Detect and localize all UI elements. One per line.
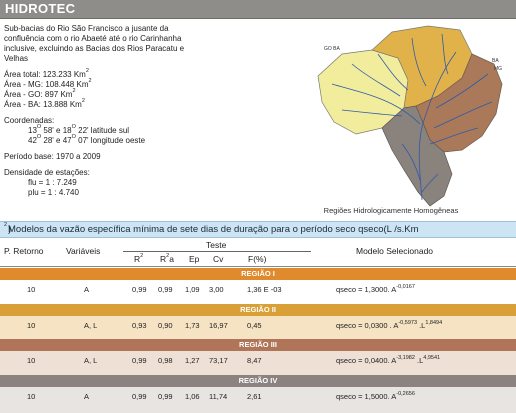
- table-row: 10 A 0,99 0,99 1,09 3,00 1,36 E -03 qseco = 1,3…: [0, 280, 516, 304]
- table-row: 10 A 0,99 0,99 1,06 11,74 2,61 qseco = 1,5000. …: [0, 387, 516, 413]
- region-name: REGIÃO IV: [238, 376, 278, 385]
- region-4-area: [381, 105, 453, 207]
- header-bar: HIDROTEC: [0, 0, 516, 19]
- region-bar: REGIÃO I: [0, 268, 516, 280]
- cell-r2a: 0,99: [158, 285, 173, 294]
- header-ep: Ep: [189, 254, 200, 264]
- cell-f: 0,45: [247, 321, 262, 330]
- description-line: Velhas: [4, 54, 29, 63]
- cell-r2a: 0,99: [158, 392, 173, 401]
- description-line: Sub-bacias do Rio São Francisco a jusant…: [4, 24, 169, 33]
- cell-retorno: 10: [27, 321, 36, 330]
- map-label-ba: BA: [492, 58, 499, 64]
- region-bar: REGIÃO IV: [0, 375, 516, 387]
- region-name: REGIÃO III: [239, 340, 277, 349]
- cell-cv: 11,74: [209, 392, 228, 401]
- area-ba: Área - BA: 13.888 Km2: [4, 98, 85, 109]
- cell-model: qseco = 1,3000. A-0,0167: [336, 283, 415, 294]
- cell-retorno: 10: [27, 392, 36, 401]
- cell-retorno: 10: [27, 356, 36, 365]
- teste-underline: [123, 251, 311, 252]
- header-modelo: Modelo Selecionado: [356, 246, 434, 256]
- area-total: Área total: 123.233 Km2: [4, 68, 89, 79]
- table-row: 10 A, L 0,93 0,90 1,73 16,97 0,45 qseco = 0,030…: [0, 316, 516, 339]
- header-divider: [0, 266, 516, 267]
- cell-r2: 0,99: [132, 392, 147, 401]
- cell-r2: 0,99: [132, 356, 147, 365]
- area-go: Área - GO: 897 Km2: [4, 88, 76, 99]
- region-bar: REGIÃO II: [0, 304, 516, 316]
- densidade-flu: flu = 1 : 7.249: [28, 178, 77, 187]
- table-title-band: Modelos da vazão específica mínima de se…: [0, 221, 516, 238]
- cell-var: A, L: [84, 321, 98, 330]
- header-variaveis: Variáveis: [66, 246, 101, 256]
- cell-f: 8,47: [247, 356, 262, 365]
- map-label-mg: MG: [494, 66, 502, 72]
- cell-cv: 3,00: [209, 285, 224, 294]
- coords-label: Coordenadas:: [4, 116, 55, 125]
- region-bar: REGIÃO III: [0, 339, 516, 351]
- densidade-label: Densidade de estações:: [4, 168, 90, 177]
- header-cv: Cv: [213, 254, 224, 264]
- header-f: F(%): [248, 254, 267, 264]
- cell-ep: 1,27: [185, 356, 200, 365]
- header-r2: R2: [134, 253, 144, 264]
- cell-r2: 0,93: [132, 321, 147, 330]
- cell-var: A: [84, 392, 90, 401]
- region-map-svg: GO BA BA MG: [317, 25, 503, 207]
- region-3-area: [415, 53, 503, 153]
- description-line: inclusive, excluindo as Bacias dos Rios …: [4, 44, 185, 53]
- header-retorno: P. Retorno: [4, 246, 44, 256]
- cell-f: 2,61: [247, 392, 262, 401]
- densidade-plu: plu = 1 : 4.740: [28, 188, 79, 197]
- description-line: confluência com o rio Abaeté até o rio C…: [4, 34, 182, 43]
- region-name: REGIÃO II: [240, 305, 276, 314]
- basin-info: Sub-bacias do Rio São Francisco a jusant…: [4, 24, 244, 198]
- description: Sub-bacias do Rio São Francisco a jusant…: [4, 24, 244, 64]
- cell-r2a: 0,90: [158, 321, 173, 330]
- periodo-base: Período base: 1970 a 2009: [4, 152, 101, 161]
- cell-r2: 0,99: [132, 285, 147, 294]
- table-title: Modelos da vazão específica mínima de se…: [4, 221, 419, 235]
- coords-lon: 42O 28' e 47O 07' longitude oeste: [28, 134, 146, 145]
- header-teste: Teste: [206, 240, 227, 250]
- header-r2a: R2a: [160, 253, 174, 264]
- cell-ep: 1,06: [185, 392, 200, 401]
- cell-model: qseco = 0,0400. A-3,1982 .L4,9541: [336, 354, 441, 365]
- region-map: GO BA BA MG: [312, 24, 516, 220]
- app-title: HIDROTEC: [5, 1, 76, 16]
- cell-cv: 73,17: [209, 356, 228, 365]
- cell-var: A: [84, 285, 90, 294]
- region-name: REGIÃO I: [241, 269, 275, 278]
- cell-var: A, L: [84, 356, 98, 365]
- cell-f: 1,36 E -03: [247, 285, 282, 294]
- coords-lat: 13O 58' e 18O 22' latitude sul: [28, 124, 130, 135]
- table-row: 10 A, L 0,99 0,98 1,27 73,17 8,47 qseco = 0,040…: [0, 351, 516, 375]
- cell-ep: 1,09: [185, 285, 200, 294]
- area-mg: Área - MG: 108.448 Km2: [4, 78, 92, 89]
- cell-retorno: 10: [27, 285, 36, 294]
- cell-model: qseco = 0,0300 . A-0,5973 .L1,8494: [336, 319, 443, 330]
- map-label-go-ba: GO BA: [324, 46, 341, 52]
- cell-ep: 1,73: [185, 321, 200, 330]
- river-network: [331, 33, 493, 201]
- cell-cv: 16,97: [209, 321, 228, 330]
- cell-r2a: 0,98: [158, 356, 173, 365]
- map-caption: Regiões Hidrologicamente Homogêneas: [323, 206, 459, 215]
- cell-model: qseco = 1,5000. A-0,2656: [336, 390, 415, 401]
